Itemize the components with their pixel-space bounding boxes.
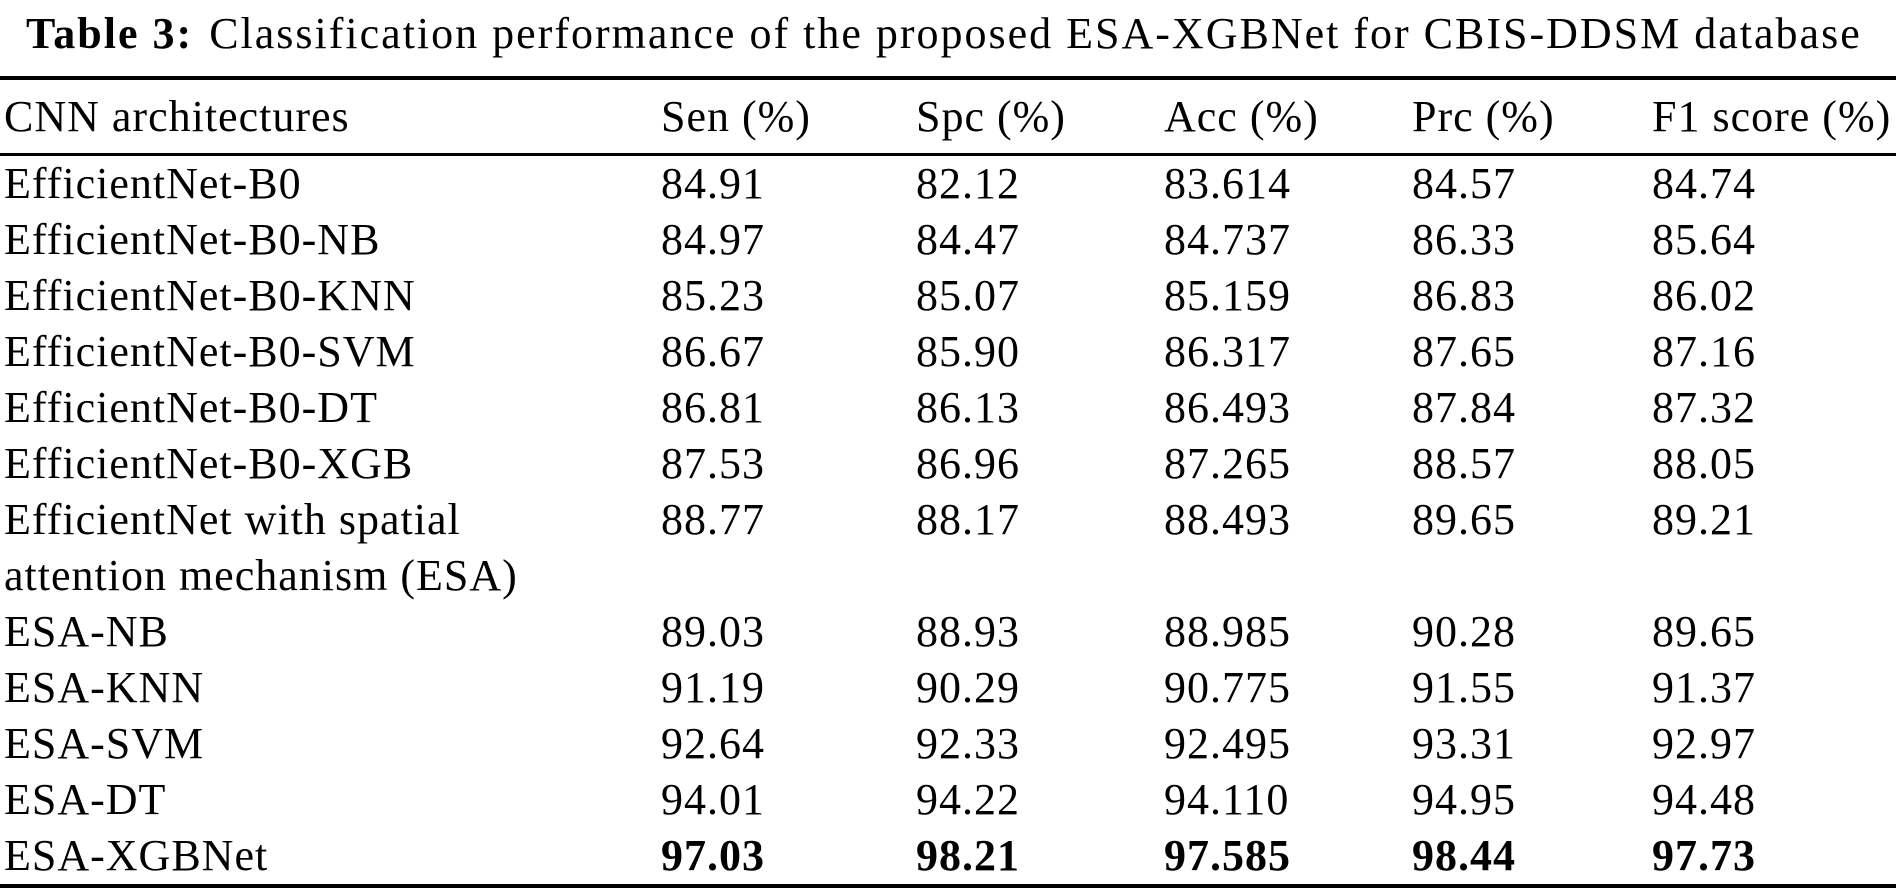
cell-f1: 87.32: [1652, 382, 1756, 432]
cell-acc: 88.493: [1164, 494, 1291, 544]
cell-spc: 82.12: [916, 158, 1020, 208]
col-header-sen: Sen (%): [657, 78, 912, 156]
table-row: EfficientNet-B0-XGB 87.53 86.96 87.265 8…: [0, 436, 1896, 492]
cell-prc: 94.95: [1412, 774, 1516, 824]
cell-prc: 90.28: [1412, 606, 1516, 656]
cell-prc: 98.44: [1412, 830, 1516, 880]
cell-sen: 88.77: [661, 494, 765, 544]
cell-architecture: EfficientNet-B0-NB: [4, 214, 381, 264]
cell-f1: 85.64: [1652, 214, 1756, 264]
cell-prc: 87.84: [1412, 382, 1516, 432]
table-row: ESA-XGBNet 97.03 98.21 97.585 98.44 97.7…: [0, 828, 1896, 886]
cell-spc: 90.29: [916, 662, 1020, 712]
cell-f1: 88.05: [1652, 438, 1756, 488]
table-caption-label: Table 3:: [26, 9, 194, 58]
col-header-f1-score: F1 score (%): [1648, 78, 1896, 156]
cell-sen: 86.67: [661, 326, 765, 376]
table-row: EfficientNet with spatial attention mech…: [0, 492, 1896, 604]
cell-sen: 86.81: [661, 382, 765, 432]
cell-spc: 92.33: [916, 718, 1020, 768]
cell-acc: 84.737: [1164, 214, 1291, 264]
cell-acc: 86.493: [1164, 382, 1291, 432]
cell-architecture: ESA-NB: [4, 606, 169, 656]
table-row: EfficientNet-B0 84.91 82.12 83.614 84.57…: [0, 154, 1896, 212]
cell-acc: 85.159: [1164, 270, 1291, 320]
cell-prc: 86.83: [1412, 270, 1516, 320]
cell-sen: 84.91: [661, 158, 765, 208]
cell-sen: 87.53: [661, 438, 765, 488]
cell-acc: 92.495: [1164, 718, 1291, 768]
cell-architecture: ESA-DT: [4, 774, 167, 824]
cell-sen: 92.64: [661, 718, 765, 768]
cell-acc: 90.775: [1164, 662, 1291, 712]
col-header-cnn-architectures: CNN architectures: [0, 78, 657, 156]
cell-sen: 85.23: [661, 270, 765, 320]
cell-architecture: ESA-KNN: [4, 662, 205, 712]
cell-f1: 89.21: [1652, 494, 1756, 544]
cell-architecture: EfficientNet-B0-KNN: [4, 270, 416, 320]
cell-f1: 89.65: [1652, 606, 1756, 656]
cell-spc: 94.22: [916, 774, 1020, 824]
cell-architecture: EfficientNet-B0-SVM: [4, 326, 416, 376]
table-row: ESA-SVM 92.64 92.33 92.495 93.31 92.97: [0, 716, 1896, 772]
table-row: EfficientNet-B0-SVM 86.67 85.90 86.317 8…: [0, 324, 1896, 380]
cell-sen: 94.01: [661, 774, 765, 824]
table-row: EfficientNet-B0-KNN 85.23 85.07 85.159 8…: [0, 268, 1896, 324]
table-body: EfficientNet-B0 84.91 82.12 83.614 84.57…: [0, 154, 1896, 886]
cell-prc: 86.33: [1412, 214, 1516, 264]
cell-prc: 87.65: [1412, 326, 1516, 376]
table-caption: Table 3: Classification performance of th…: [0, 0, 1896, 62]
cell-prc: 88.57: [1412, 438, 1516, 488]
col-header-prc: Prc (%): [1408, 78, 1648, 156]
cell-acc: 94.110: [1164, 774, 1290, 824]
cell-spc: 88.93: [916, 606, 1020, 656]
col-header-spc: Spc (%): [912, 78, 1160, 156]
table-row: ESA-NB 89.03 88.93 88.985 90.28 89.65: [0, 604, 1896, 660]
cell-acc: 86.317: [1164, 326, 1291, 376]
cell-f1: 94.48: [1652, 774, 1756, 824]
cell-f1: 84.74: [1652, 158, 1756, 208]
cell-acc: 87.265: [1164, 438, 1291, 488]
cell-architecture: ESA-SVM: [4, 718, 205, 768]
cell-acc: 83.614: [1164, 158, 1291, 208]
cell-architecture: EfficientNet-B0-DT: [4, 382, 378, 432]
table-row: EfficientNet-B0-NB 84.97 84.47 84.737 86…: [0, 212, 1896, 268]
cell-architecture: ESA-XGBNet: [4, 830, 269, 880]
cell-acc: 97.585: [1164, 830, 1291, 880]
table-header: CNN architectures Sen (%) Spc (%) Acc (%…: [0, 78, 1896, 156]
cell-acc: 88.985: [1164, 606, 1291, 656]
table-caption-text: Classification performance of the propos…: [209, 9, 1862, 58]
cell-f1: 87.16: [1652, 326, 1756, 376]
cell-architecture: EfficientNet-B0: [4, 158, 302, 208]
cell-f1: 91.37: [1652, 662, 1756, 712]
table-row: ESA-KNN 91.19 90.29 90.775 91.55 91.37: [0, 660, 1896, 716]
cell-spc: 85.90: [916, 326, 1020, 376]
cell-f1: 97.73: [1652, 830, 1756, 880]
cell-spc: 88.17: [916, 494, 1020, 544]
cell-spc: 86.13: [916, 382, 1020, 432]
cell-sen: 91.19: [661, 662, 765, 712]
col-header-acc: Acc (%): [1160, 78, 1408, 156]
cell-architecture: EfficientNet with spatial attention mech…: [4, 494, 518, 600]
cell-spc: 86.96: [916, 438, 1020, 488]
cell-architecture: EfficientNet-B0-XGB: [4, 438, 414, 488]
cell-sen: 84.97: [661, 214, 765, 264]
table-row: EfficientNet-B0-DT 86.81 86.13 86.493 87…: [0, 380, 1896, 436]
cell-spc: 98.21: [916, 830, 1020, 880]
table-row: ESA-DT 94.01 94.22 94.110 94.95 94.48: [0, 772, 1896, 828]
cell-sen: 89.03: [661, 606, 765, 656]
cell-f1: 86.02: [1652, 270, 1756, 320]
cell-spc: 85.07: [916, 270, 1020, 320]
cell-prc: 89.65: [1412, 494, 1516, 544]
cell-spc: 84.47: [916, 214, 1020, 264]
header-row: CNN architectures Sen (%) Spc (%) Acc (%…: [0, 78, 1896, 156]
cell-sen: 97.03: [661, 830, 765, 880]
results-table: CNN architectures Sen (%) Spc (%) Acc (%…: [0, 76, 1896, 888]
cell-f1: 92.97: [1652, 718, 1756, 768]
cell-prc: 91.55: [1412, 662, 1516, 712]
cell-prc: 84.57: [1412, 158, 1516, 208]
cell-prc: 93.31: [1412, 718, 1516, 768]
